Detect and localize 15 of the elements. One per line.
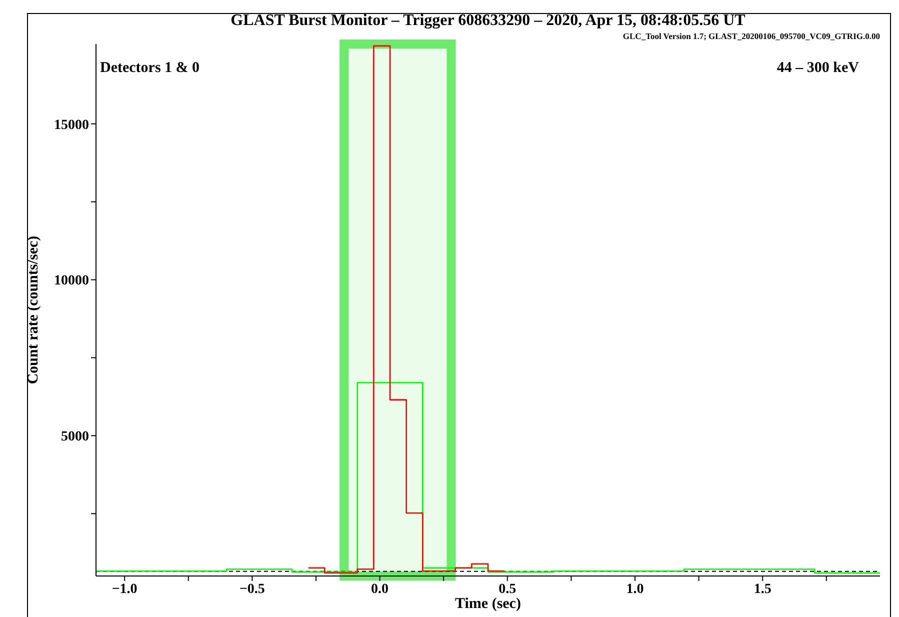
x-tick-label: 0.5 — [498, 582, 516, 597]
chart-subtitle: GLC_Tool Version 1.7; GLAST_20200106_095700_VC09_GTRIG.0.00 — [622, 31, 880, 41]
y-tick-label: 15000 — [54, 118, 89, 133]
x-tick-label: −1.0 — [112, 582, 138, 597]
y-tick-label: 5000 — [61, 430, 89, 445]
x-tick-label: 1.0 — [626, 582, 644, 597]
x-tick-label: −0.5 — [239, 582, 265, 597]
x-tick-label: 1.5 — [754, 582, 772, 597]
chart-title: GLAST Burst Monitor – Trigger 608633290 – 2020, Apr 15, 08:48:05.56 UT — [230, 12, 746, 30]
annotation: Detectors 1 & 0 — [100, 60, 200, 77]
x-axis-title: Time (sec) — [455, 596, 521, 612]
y-axis-title: Count rate (counts/sec) — [25, 236, 42, 384]
y-tick-label: 10000 — [54, 274, 89, 289]
x-tick-label: 0.0 — [371, 582, 389, 597]
annotation: 44 – 300 keV — [776, 60, 859, 77]
